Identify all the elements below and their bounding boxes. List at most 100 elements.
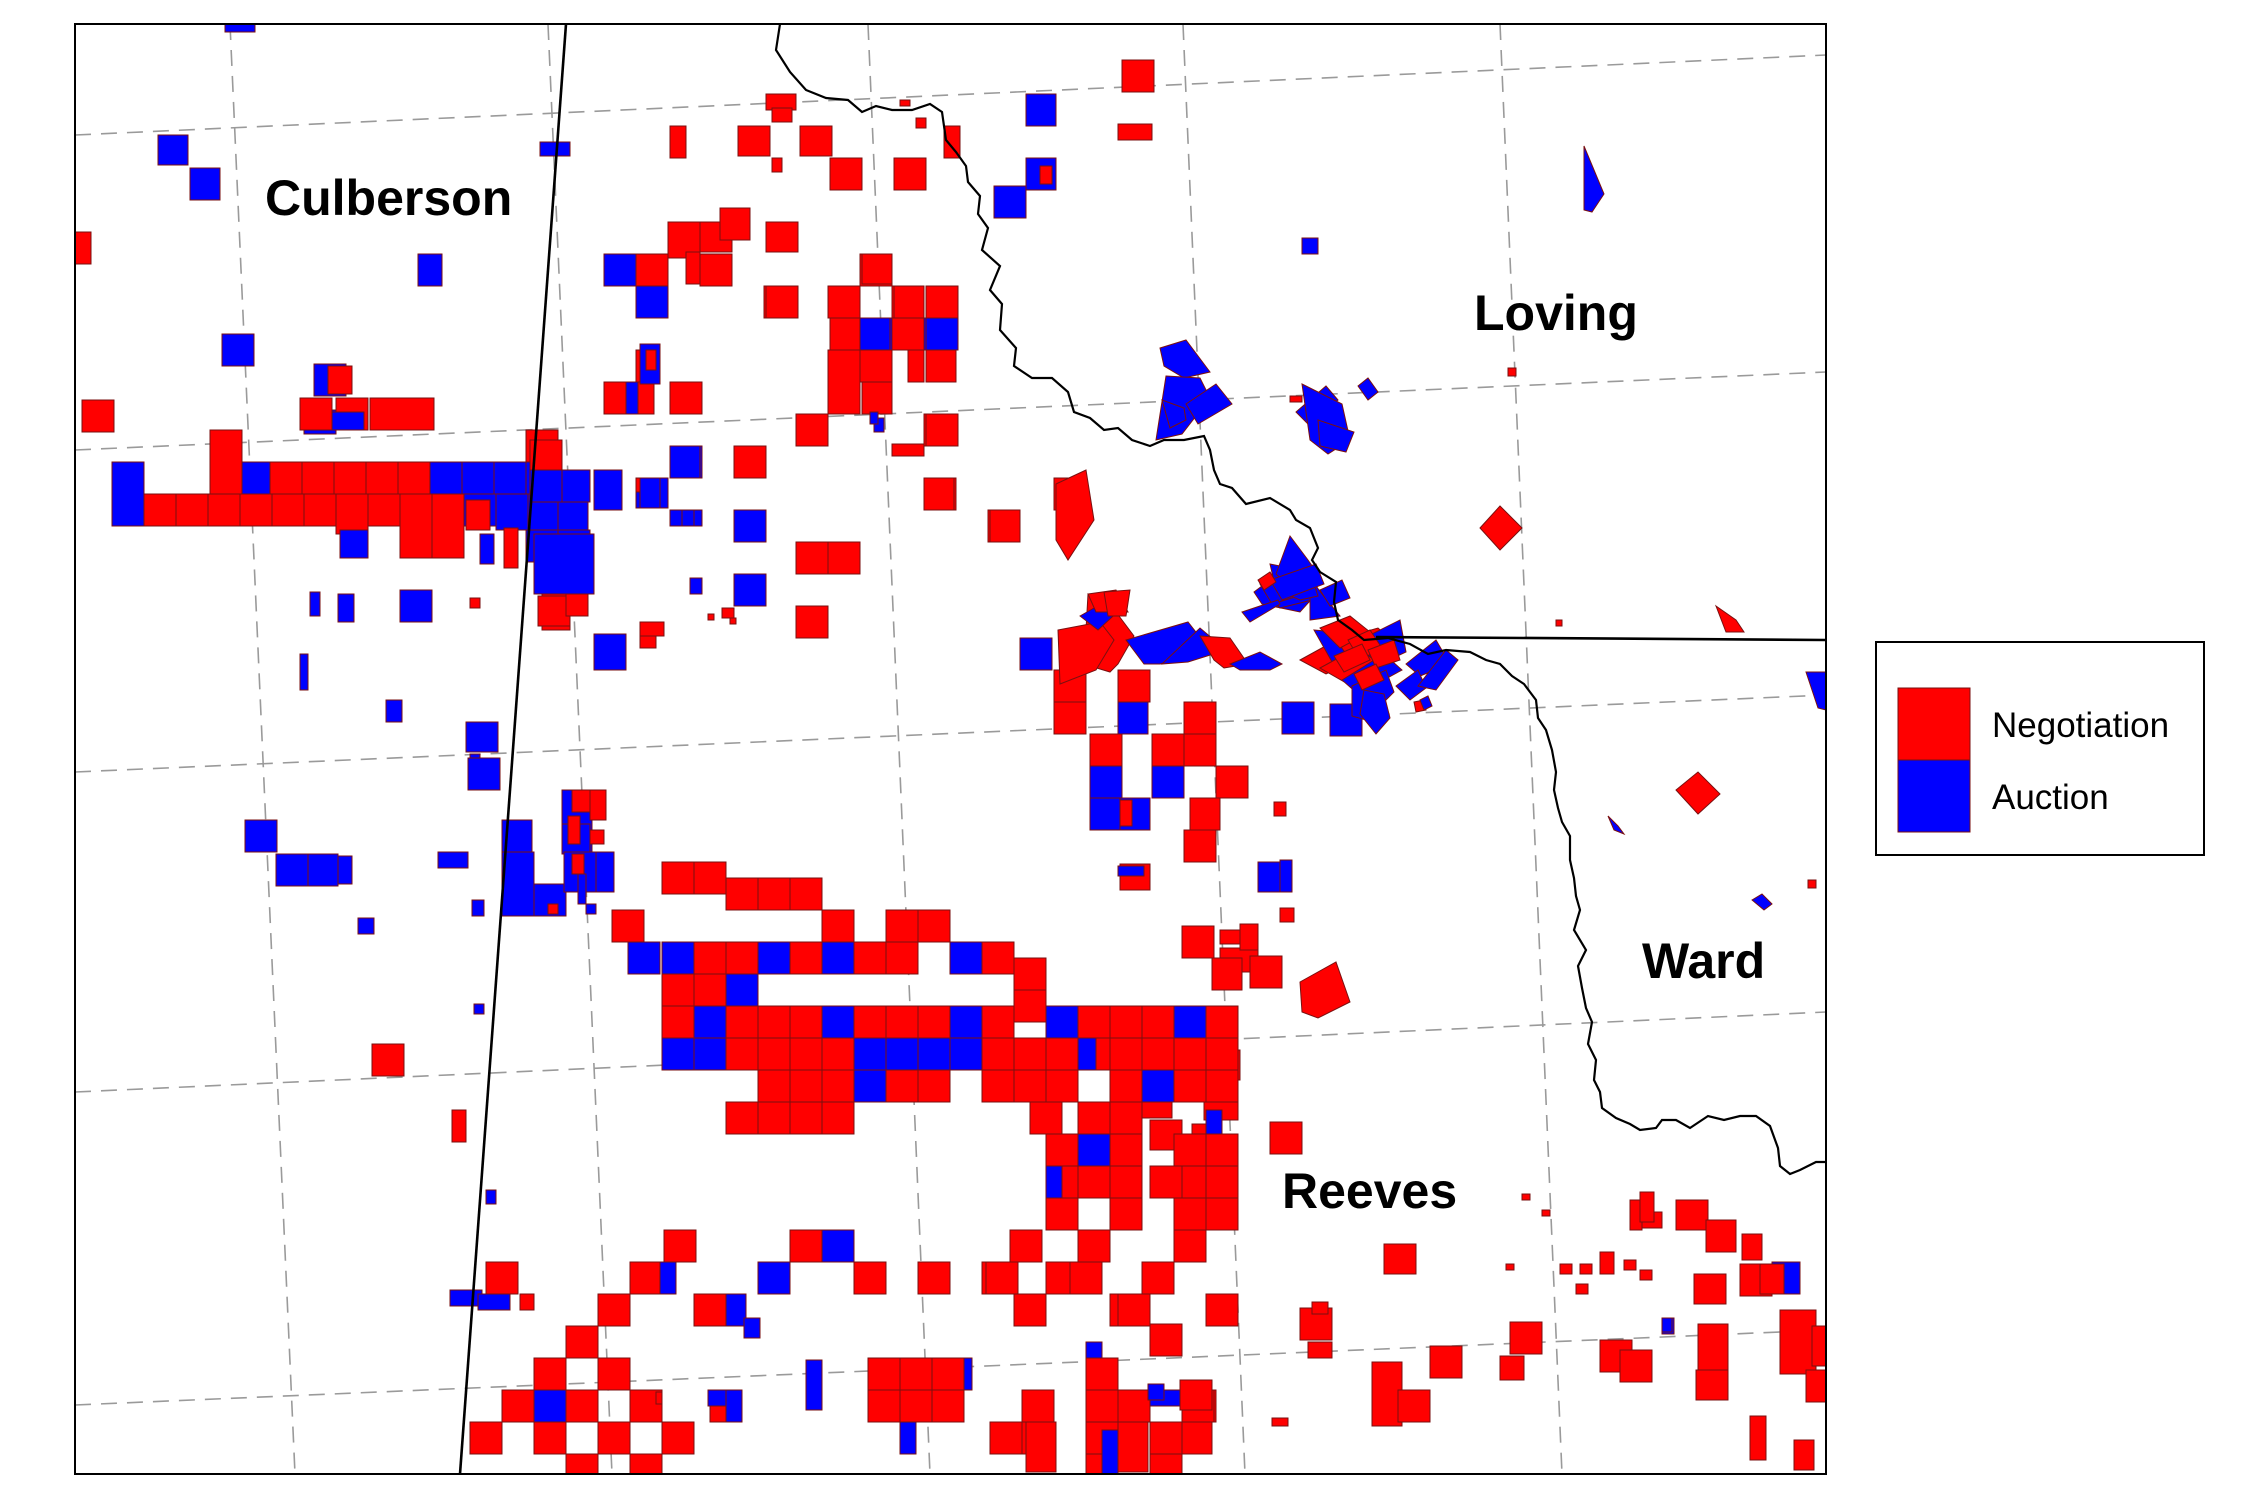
auction-tract [495, 493, 529, 531]
auction-tract [339, 529, 369, 559]
negotiation-tract [565, 1389, 599, 1423]
negotiation-tract [693, 941, 727, 975]
negotiation-tract [175, 493, 209, 527]
auction-tract [111, 461, 145, 527]
negotiation-tract [629, 1389, 663, 1423]
negotiation-tract [1149, 1421, 1183, 1455]
negotiation-tract [1499, 1355, 1525, 1381]
auction-tract [1357, 377, 1379, 401]
auction-tract [1045, 1165, 1063, 1199]
auction-tract [1159, 339, 1211, 379]
negotiation-tract [1173, 1133, 1207, 1167]
negotiation-tract [661, 861, 695, 895]
legend: Negotiation Auction [1875, 641, 2205, 856]
auction-tract [1751, 893, 1773, 911]
negotiation-tract [899, 1389, 933, 1423]
auction-tract [561, 469, 591, 503]
auction-tract [1329, 703, 1363, 737]
grid-line [75, 54, 1826, 136]
negotiation-tract [399, 493, 433, 559]
negotiation-tract [1109, 1101, 1143, 1135]
negotiation-tract [1173, 1037, 1207, 1071]
negotiation-tract [1805, 1369, 1826, 1403]
negotiation-tract [1045, 1069, 1079, 1103]
negotiation-tract [725, 1101, 759, 1135]
negotiation-tract [209, 429, 243, 495]
negotiation-tract [501, 1389, 535, 1423]
negotiation-tract [1623, 1259, 1637, 1271]
negotiation-tract [1599, 1251, 1615, 1275]
river-boundary [774, 24, 1826, 1176]
auction-tract [963, 1357, 973, 1391]
lease-tracts [75, 24, 1826, 1474]
negotiation-tract [917, 1261, 951, 1295]
negotiation-tract [931, 1357, 965, 1391]
negotiation-tract [661, 1421, 695, 1455]
auction-tract [1301, 237, 1319, 255]
auction-tract [461, 461, 495, 495]
auction-tract [743, 1317, 761, 1339]
negotiation-tract [885, 909, 919, 943]
negotiation-tract [1205, 1293, 1239, 1327]
negotiation-tract [899, 99, 911, 107]
negotiation-tract [867, 1389, 901, 1423]
auction-tract [725, 1389, 743, 1423]
negotiation-tract [853, 941, 887, 975]
auction-tract [853, 1069, 887, 1103]
negotiation-tract [611, 909, 645, 943]
auction-tract [533, 533, 595, 595]
auction-tract [224, 24, 256, 33]
negotiation-tract [799, 125, 833, 157]
negotiation-tract [1299, 961, 1351, 1019]
auction-tract [899, 1421, 917, 1455]
negotiation-tract [1249, 955, 1283, 989]
negotiation-tract [765, 221, 799, 253]
auction-tract [477, 1293, 511, 1311]
negotiation-tract [1307, 1341, 1333, 1359]
negotiation-tract [533, 1421, 567, 1455]
auction-tract [733, 573, 767, 607]
auction-tract [1173, 1005, 1207, 1039]
negotiation-tract [1077, 1005, 1111, 1039]
auction-tract [385, 699, 403, 723]
negotiation-tract [1109, 1197, 1143, 1231]
negotiation-tract [1173, 1197, 1207, 1231]
negotiation-tract [915, 117, 927, 129]
auction-tract [417, 253, 443, 287]
auction-tract [357, 917, 375, 935]
negotiation-tract [789, 1069, 823, 1103]
negotiation-tract [789, 941, 823, 975]
negotiation-tract [661, 973, 695, 1007]
negotiation-tract [893, 285, 925, 319]
auction-tract [244, 819, 278, 853]
negotiation-tract [547, 903, 559, 915]
negotiation-tract [1141, 1005, 1175, 1039]
negotiation-tract [1181, 925, 1215, 959]
negotiation-tract [143, 493, 177, 527]
negotiation-tract [795, 541, 829, 575]
auction-tract [733, 509, 767, 543]
negotiation-tract [1189, 797, 1221, 831]
auction-tract [157, 134, 189, 166]
negotiation-tract [981, 1069, 1015, 1103]
auction-tract [1101, 1429, 1119, 1474]
negotiation-tract [1117, 1421, 1149, 1473]
negotiation-tract [757, 1069, 791, 1103]
county-boundaries [458, 24, 1826, 1474]
negotiation-tract [891, 317, 925, 351]
auction-tract [1607, 815, 1626, 836]
negotiation-tract [1205, 1037, 1239, 1071]
negotiation-tract [365, 461, 399, 495]
negotiation-tract [1741, 1233, 1763, 1261]
negotiation-tract [571, 789, 593, 813]
auction-tract [337, 593, 355, 623]
negotiation-tract [597, 1293, 631, 1327]
negotiation-tract [771, 157, 783, 173]
negotiation-tract [757, 877, 791, 911]
negotiation-tract [485, 1261, 519, 1295]
negotiation-tract [893, 157, 927, 191]
negotiation-tract [789, 1229, 823, 1263]
negotiation-tract [1141, 1037, 1175, 1071]
negotiation-tract [1149, 1323, 1183, 1357]
auction-tract [241, 461, 275, 495]
